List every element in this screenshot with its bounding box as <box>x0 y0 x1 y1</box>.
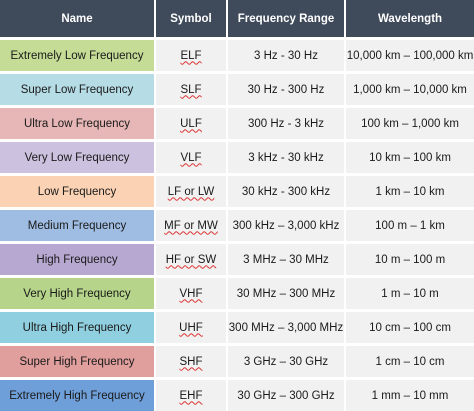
header-frequency-range: Frequency Range <box>228 0 346 37</box>
symbol-text: SLF <box>180 83 202 96</box>
cell-symbol: UHF <box>156 309 228 343</box>
cell-wavelength: 100 km – 1,000 km <box>346 105 474 139</box>
symbol-text: EHF <box>179 389 203 402</box>
cell-wavelength: 10,000 km – 100,000 km <box>346 37 474 71</box>
table-row: Ultra High Frequency UHF 300 MHz – 3,000 M… <box>0 309 474 343</box>
table-body: Extremely Low Frequency ELF 3 Hz - 30 Hz 10… <box>0 37 474 411</box>
table-row: High Frequency HF or SW 3 MHz – 30 MHz 10 m… <box>0 241 474 275</box>
cell-symbol: VHF <box>156 275 228 309</box>
cell-wavelength: 1 cm – 10 cm <box>346 343 474 377</box>
table-row: Very Low Frequency VLF 3 kHz - 30 kHz 10 km… <box>0 139 474 173</box>
cell-wavelength: 10 km – 100 km <box>346 139 474 173</box>
symbol-text: ULF <box>180 117 202 130</box>
cell-wavelength: 10 m – 100 m <box>346 241 474 275</box>
cell-frequency-range: 30 Hz - 300 Hz <box>228 71 346 105</box>
symbol-text: VLF <box>180 151 202 164</box>
cell-frequency-range: 30 GHz – 300 GHz <box>228 377 346 411</box>
symbol-text: LF or LW <box>167 185 215 198</box>
cell-frequency-range: 30 MHz – 300 MHz <box>228 275 346 309</box>
table-row: Super Low Frequency SLF 30 Hz - 300 Hz 1,00… <box>0 71 474 105</box>
cell-wavelength: 1,000 km – 10,000 km <box>346 71 474 105</box>
symbol-text: SHF <box>179 355 203 368</box>
cell-frequency-range: 300 Hz - 3 kHz <box>228 105 346 139</box>
cell-symbol: VLF <box>156 139 228 173</box>
cell-wavelength: 1 mm – 10 mm <box>346 377 474 411</box>
cell-name: Very High Frequency <box>0 275 156 309</box>
cell-name: Very Low Frequency <box>0 139 156 173</box>
symbol-text: HF or SW <box>165 253 217 266</box>
header-wavelength: Wavelength <box>346 0 474 37</box>
cell-name: Ultra Low Frequency <box>0 105 156 139</box>
header-name: Name <box>0 0 156 37</box>
cell-name: Low Frequency <box>0 173 156 207</box>
table-row: Medium Frequency MF or MW 300 kHz – 3,000 … <box>0 207 474 241</box>
symbol-text: UHF <box>179 321 203 334</box>
table-row: Ultra Low Frequency ULF 300 Hz - 3 kHz 100 … <box>0 105 474 139</box>
table-row: Super High Frequency SHF 3 GHz – 30 GHz 1 c… <box>0 343 474 377</box>
symbol-text: VHF <box>179 287 203 300</box>
cell-symbol: EHF <box>156 377 228 411</box>
table-row: Very High Frequency VHF 30 MHz – 300 MHz 1 … <box>0 275 474 309</box>
cell-symbol: SLF <box>156 71 228 105</box>
cell-wavelength: 10 cm – 100 cm <box>346 309 474 343</box>
cell-wavelength: 100 m – 1 km <box>346 207 474 241</box>
cell-name: High Frequency <box>0 241 156 275</box>
cell-frequency-range: 300 kHz – 3,000 kHz <box>228 207 346 241</box>
cell-name: Medium Frequency <box>0 207 156 241</box>
table-row: Extremely Low Frequency ELF 3 Hz - 30 Hz 10… <box>0 37 474 71</box>
cell-frequency-range: 300 MHz – 3,000 MHz <box>228 309 346 343</box>
cell-frequency-range: 3 GHz – 30 GHz <box>228 343 346 377</box>
symbol-text: ELF <box>180 49 202 62</box>
cell-name: Super Low Frequency <box>0 71 156 105</box>
cell-name: Ultra High Frequency <box>0 309 156 343</box>
cell-symbol: ELF <box>156 37 228 71</box>
cell-wavelength: 1 m – 10 m <box>346 275 474 309</box>
table-row: Low Frequency LF or LW 30 kHz - 300 kHz 1 k… <box>0 173 474 207</box>
cell-frequency-range: 3 MHz – 30 MHz <box>228 241 346 275</box>
cell-symbol: HF or SW <box>156 241 228 275</box>
table-row: Extremely High Frequency EHF 30 GHz – 300 … <box>0 377 474 411</box>
header-row: Name Symbol Frequency Range Wavelength <box>0 0 474 37</box>
cell-frequency-range: 3 kHz - 30 kHz <box>228 139 346 173</box>
cell-name: Extremely Low Frequency <box>0 37 156 71</box>
cell-frequency-range: 30 kHz - 300 kHz <box>228 173 346 207</box>
cell-symbol: SHF <box>156 343 228 377</box>
cell-wavelength: 1 km – 10 km <box>346 173 474 207</box>
cell-symbol: ULF <box>156 105 228 139</box>
cell-symbol: LF or LW <box>156 173 228 207</box>
cell-frequency-range: 3 Hz - 30 Hz <box>228 37 346 71</box>
header-symbol: Symbol <box>156 0 228 37</box>
symbol-text: MF or MW <box>164 219 218 232</box>
cell-name: Extremely High Frequency <box>0 377 156 411</box>
cell-name: Super High Frequency <box>0 343 156 377</box>
cell-symbol: MF or MW <box>156 207 228 241</box>
